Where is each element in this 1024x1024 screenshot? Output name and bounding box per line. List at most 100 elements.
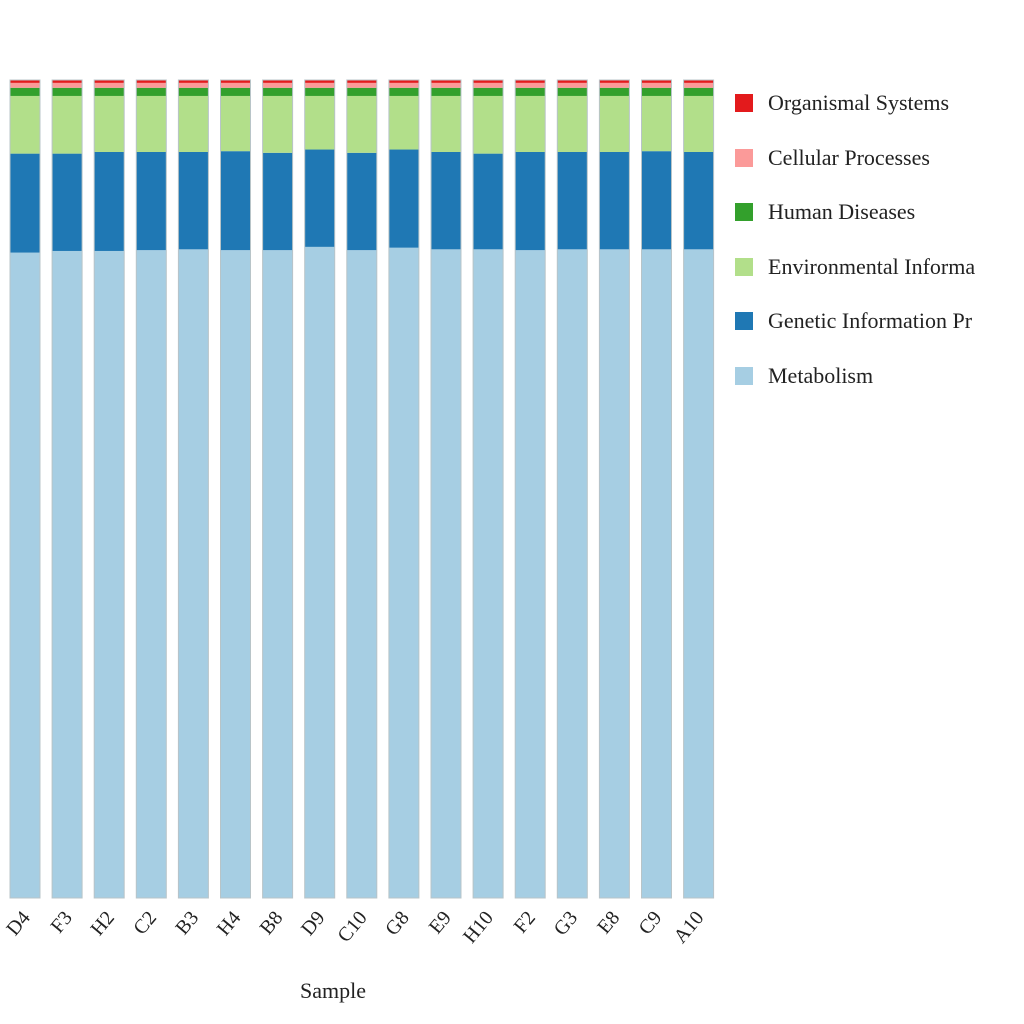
x-tick-label: H4 — [213, 907, 246, 940]
bar-segment-human-diseases — [136, 87, 167, 96]
bar-segment-human-diseases — [94, 87, 125, 96]
bar-segment-environmental-information-processing — [178, 95, 209, 152]
bar-segment-environmental-information-processing — [136, 95, 167, 152]
bar-segment-cellular-processes — [515, 82, 546, 88]
bar-segment-environmental-information-processing — [220, 95, 251, 152]
bar-segment-human-diseases — [599, 87, 630, 96]
legend-swatch — [735, 312, 753, 330]
x-tick-label: H2 — [86, 907, 119, 940]
bar-segment-environmental-information-processing — [683, 95, 714, 152]
bar-segment-organismal-systems — [178, 80, 209, 83]
bar-segment-metabolism — [220, 250, 251, 899]
bar-segment-genetic-information-processing — [10, 153, 40, 253]
bar-segment-environmental-information-processing — [94, 95, 125, 152]
bar-segment-genetic-information-processing — [515, 151, 546, 251]
bar-segment-human-diseases — [431, 87, 461, 96]
bar-outline — [346, 79, 378, 899]
legend-label: Human Diseases — [768, 199, 916, 224]
x-tick-label: E8 — [593, 907, 624, 938]
bar-stack-C2 — [135, 79, 167, 899]
bar-segment-cellular-processes — [220, 82, 251, 88]
bar-segment-genetic-information-processing — [431, 151, 461, 250]
bar-segment-metabolism — [683, 249, 714, 899]
bar-segment-cellular-processes — [10, 82, 40, 88]
x-axis-title: Sample — [300, 978, 366, 1003]
bar-segment-environmental-information-processing — [515, 95, 546, 152]
bar-segment-metabolism — [346, 250, 377, 899]
bar-segment-human-diseases — [346, 87, 377, 96]
bar-segment-genetic-information-processing — [304, 149, 335, 247]
bar-segment-genetic-information-processing — [52, 153, 83, 251]
legend-swatch — [735, 94, 753, 112]
bar-segment-environmental-information-processing — [641, 95, 672, 152]
bar-segment-environmental-information-processing — [557, 95, 588, 152]
bar-segment-organismal-systems — [136, 80, 167, 83]
legend-label: Genetic Information Pr — [768, 308, 973, 333]
bar-segment-cellular-processes — [683, 82, 714, 88]
x-tick-label: A10 — [669, 907, 708, 948]
bar-segment-organismal-systems — [52, 80, 83, 83]
bar-stack-D9 — [304, 79, 336, 899]
legend-label: Metabolism — [768, 363, 874, 388]
bar-outline — [388, 79, 420, 899]
bar-segment-organismal-systems — [94, 80, 125, 83]
x-tick-label: H10 — [459, 907, 498, 948]
bar-outline — [472, 79, 504, 899]
bar-segment-genetic-information-processing — [136, 151, 167, 251]
x-tick-label: E9 — [425, 907, 456, 938]
bar-stack-B3 — [177, 79, 209, 899]
bar-outline — [220, 79, 251, 899]
bar-segment-environmental-information-processing — [262, 95, 293, 153]
bar-stack-C9 — [641, 79, 672, 899]
bar-outline — [598, 79, 630, 899]
bar-segment-genetic-information-processing — [346, 152, 377, 251]
legend-label: Organismal Systems — [768, 90, 950, 115]
bar-segment-genetic-information-processing — [262, 152, 293, 251]
bar-outline — [177, 79, 209, 899]
bar-outline — [135, 79, 167, 899]
bar-segment-human-diseases — [641, 87, 672, 96]
x-tick-label: F3 — [46, 907, 76, 937]
bar-segment-human-diseases — [52, 87, 83, 96]
legend-swatch — [735, 258, 753, 276]
bar-segment-organismal-systems — [515, 80, 546, 83]
legend-swatch — [735, 367, 753, 385]
bar-segment-organismal-systems — [304, 80, 335, 83]
bar-segment-human-diseases — [557, 87, 588, 96]
bar-segment-genetic-information-processing — [683, 151, 714, 250]
bar-stack-A10 — [683, 79, 715, 899]
bar-stack-E8 — [598, 79, 630, 899]
bar-stack-D4 — [9, 79, 41, 899]
bar-segment-organismal-systems — [388, 80, 419, 83]
bar-segment-cellular-processes — [557, 82, 588, 88]
bar-outline — [556, 79, 588, 899]
bar-outline — [514, 79, 546, 899]
bar-stack-F2 — [514, 79, 546, 899]
bar-stack-H10 — [472, 79, 504, 899]
bar-segment-genetic-information-processing — [599, 151, 630, 250]
bar-segment-environmental-information-processing — [388, 95, 419, 150]
bar-segment-metabolism — [431, 249, 461, 899]
bar-segment-environmental-information-processing — [52, 95, 83, 154]
bar-segment-cellular-processes — [304, 82, 335, 88]
bar-outline — [683, 79, 715, 899]
bar-segment-organismal-systems — [473, 80, 504, 83]
bar-segment-cellular-processes — [599, 82, 630, 88]
x-tick-label: D9 — [297, 907, 330, 940]
bar-segment-cellular-processes — [262, 82, 293, 88]
bar-segment-environmental-information-processing — [346, 95, 377, 153]
x-tick-label: C10 — [333, 907, 371, 947]
bar-segment-genetic-information-processing — [557, 151, 588, 250]
bar-segment-human-diseases — [262, 87, 293, 96]
bar-segment-human-diseases — [473, 87, 504, 96]
bar-stack-H4 — [220, 79, 251, 899]
bar-segment-human-diseases — [304, 87, 335, 96]
bar-segment-cellular-processes — [346, 82, 377, 88]
bar-segment-genetic-information-processing — [388, 149, 419, 248]
bar-segment-organismal-systems — [262, 80, 293, 83]
bar-stack-G3 — [556, 79, 588, 899]
bar-outline — [93, 79, 125, 899]
bar-segment-human-diseases — [220, 87, 251, 96]
bar-stack-E9 — [430, 79, 462, 899]
